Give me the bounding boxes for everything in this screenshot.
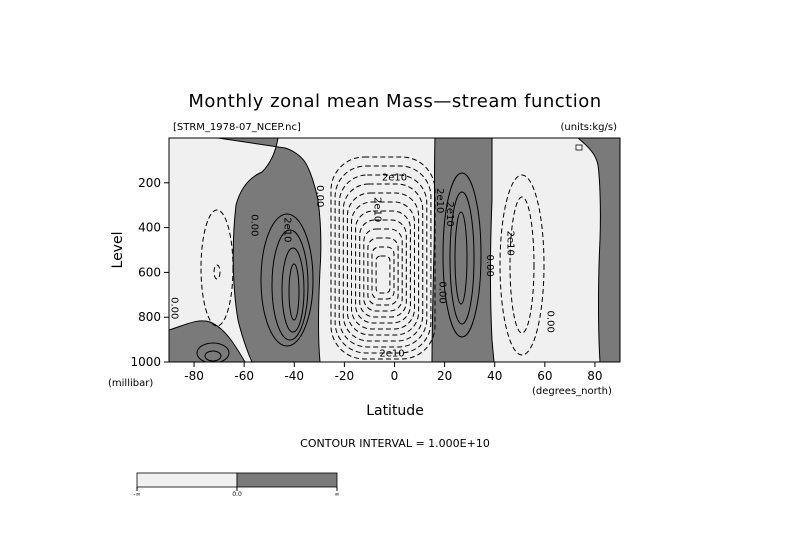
contour-label: 2e10 — [281, 217, 292, 242]
y-tick-label: 800 — [138, 310, 161, 324]
contour-nh-1 — [260, 213, 314, 347]
x-tick-label: 80 — [587, 369, 602, 383]
contour-hadley-nested — [330, 156, 436, 360]
chart-subtitle-units: (units:kg/s) — [561, 122, 618, 133]
plot-area — [169, 138, 620, 362]
contour-nh-2 — [271, 229, 309, 341]
contour-interval-note: CONTOUR INTERVAL = 1.000E+10 — [300, 437, 490, 450]
y-tick-label: 200 — [138, 176, 161, 190]
x-tick-label: -80 — [184, 369, 204, 383]
y-tick-label: 1000 — [130, 355, 161, 369]
y-tick-label: 600 — [138, 265, 161, 279]
y-tick-label: 400 — [138, 221, 161, 235]
contour-polar-cell — [200, 209, 234, 327]
contour-label: 0.00 — [169, 297, 180, 319]
contour-label: 0.00 — [484, 255, 495, 277]
contour-label: 2e10 — [379, 348, 404, 359]
x-tick-label: -40 — [284, 369, 304, 383]
contour-nh-3 — [281, 247, 305, 333]
contour-label: 2e10 — [444, 202, 455, 227]
contour-label: 0.00 — [437, 281, 448, 303]
contour-label: 2e10 — [434, 188, 445, 213]
contour-ferrel-1 — [499, 174, 545, 356]
x-tick-label: -20 — [335, 369, 355, 383]
y-axis: 200 400 600 800 1000 — [130, 176, 169, 369]
x-unit-label: (degrees_north) — [532, 386, 612, 397]
positive-regions — [169, 138, 620, 362]
contour-label: 2e10 — [382, 173, 407, 184]
hadley-contour-ring — [359, 219, 407, 318]
hadley-contour-ring — [330, 156, 436, 360]
solid-contours — [196, 172, 482, 362]
hadley-contour-ring — [346, 192, 420, 336]
positive-region-arctic-surface — [169, 320, 246, 362]
colorbar-label-max: ∞ — [335, 491, 340, 498]
y-axis-label: Level — [110, 232, 126, 269]
x-axis: -80 -60 -40 -20 0 20 40 60 80 — [184, 362, 603, 383]
dashed-contours — [200, 156, 545, 360]
high-latitude-patch — [575, 144, 583, 151]
positive-region-nh-subtropics — [217, 138, 322, 362]
x-tick-label: 60 — [537, 369, 552, 383]
contour-sh-1 — [442, 172, 482, 338]
positive-region-sh-cell — [431, 138, 495, 362]
contour-arctic-1 — [196, 342, 230, 362]
contour-polar-cell-inner — [213, 264, 221, 280]
colorbar-label-min: -∞ — [133, 491, 140, 498]
contour-label: 0.00 — [249, 214, 260, 236]
colorbar-negative — [136, 472, 238, 488]
hadley-contour-ring — [371, 246, 395, 300]
hadley-contour-ring — [355, 210, 411, 324]
hadley-contour-ring — [363, 228, 403, 312]
hadley-contour-ring — [375, 255, 391, 294]
colorbar-label-zero: 0.0 — [232, 491, 242, 498]
contour-nh-4 — [288, 263, 300, 321]
x-axis-label: Latitude — [366, 403, 424, 419]
contour-label: 2e10 — [504, 231, 515, 256]
hadley-contour-ring — [338, 174, 428, 348]
chart-title: Monthly zonal mean Mass—stream function — [188, 91, 601, 112]
x-tick-label: 20 — [437, 369, 452, 383]
contour-label: 2e10 — [371, 197, 382, 222]
positive-region-antarctic — [577, 138, 620, 362]
colorbar: -∞ 0.0 ∞ — [133, 472, 340, 498]
contour-sh-2 — [449, 191, 475, 325]
colorbar-positive — [236, 472, 338, 488]
chart-subtitle-file: [STRM_1978-07_NCEP.nc] — [173, 122, 301, 133]
x-tick-label: -60 — [234, 369, 254, 383]
contour-label: 0.00 — [544, 311, 555, 333]
x-tick-label: 0 — [391, 369, 399, 383]
contour-label: 0.00 — [314, 185, 325, 207]
x-tick-label: 40 — [487, 369, 502, 383]
contour-ferrel-2 — [509, 196, 535, 334]
hadley-contour-ring — [334, 165, 432, 354]
hadley-contour-ring — [367, 237, 399, 306]
contour-arctic-2 — [204, 350, 222, 362]
y-unit-label: (millibar) — [108, 378, 153, 389]
hadley-contour-ring — [351, 201, 415, 330]
hadley-contour-ring — [342, 183, 424, 342]
contour-sh-3 — [454, 211, 468, 305]
